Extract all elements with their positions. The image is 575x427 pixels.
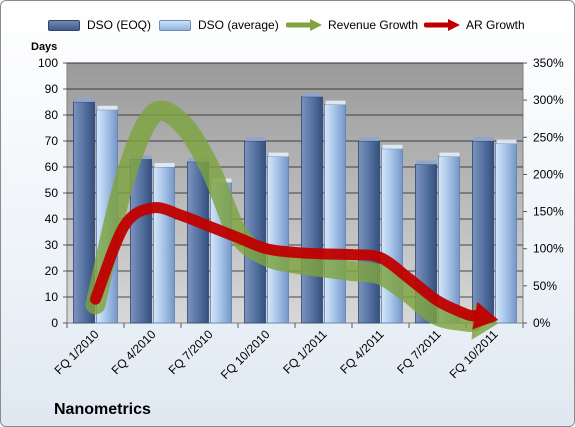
y-tick-label: 50: [45, 186, 59, 200]
bar-top: [268, 152, 289, 157]
legend-item-dso-eoq: DSO (EOQ): [48, 15, 151, 35]
bar-top: [74, 98, 95, 102]
bar-top: [97, 105, 118, 110]
x-tick-label: FQ 4/2011: [337, 327, 387, 377]
y-tick-label: 90: [45, 82, 59, 96]
x-tick-label: FQ 7/2010: [166, 327, 216, 377]
bar-top: [416, 160, 437, 165]
bar-dso-eoq: [187, 161, 209, 324]
legend-arrow-ar-growth: [424, 19, 460, 31]
bar-dso-eoq: [301, 96, 323, 324]
y-tick-label: 0: [51, 316, 58, 330]
legend-item-revenue-growth: Revenue Growth: [286, 15, 418, 35]
bar-top: [382, 144, 403, 149]
chart-legend: DSO (EOQ) DSO (average) Revenue Growth A…: [1, 15, 574, 35]
bar-top: [359, 137, 380, 141]
revenue-growth-line: [85, 100, 483, 333]
y-tick-label: 20: [45, 264, 59, 278]
legend-swatch-dso-eoq: [48, 19, 80, 31]
x-tick-label: FQ 1/2010: [52, 327, 102, 377]
y-tick-label: 10: [45, 290, 59, 304]
legend-label-dso-eoq: DSO (EOQ): [87, 18, 152, 32]
bar-top: [496, 139, 517, 144]
y2-tick-label: 150%: [533, 205, 564, 219]
y2-tick-label: 300%: [533, 93, 564, 107]
bar-top: [325, 100, 346, 105]
bar-dso-average: [267, 156, 289, 324]
x-tick-label: FQ 10/2010: [218, 327, 273, 382]
y2-tick-label: 250%: [533, 130, 564, 144]
bar-dso-average: [153, 166, 175, 324]
legend-swatch-dso-average: [159, 19, 191, 31]
bar-dso-eoq: [358, 140, 380, 324]
y-tick-label: 70: [45, 134, 59, 148]
legend-item-dso-average: DSO (average): [159, 15, 279, 35]
legend-label-ar-growth: AR Growth: [466, 18, 525, 32]
bar-top: [302, 92, 323, 97]
y-tick-label: 60: [45, 160, 59, 174]
y2-tick-label: 0%: [533, 316, 551, 330]
company-name: Nanometrics: [54, 401, 151, 418]
bar-top: [473, 137, 494, 141]
y-tick-label: 30: [45, 238, 59, 252]
bar-dso-eoq: [472, 140, 494, 324]
y2-tick-label: 50%: [533, 279, 557, 293]
legend-label-revenue-growth: Revenue Growth: [328, 18, 419, 32]
bar-dso-average: [495, 143, 517, 324]
x-tick-label: FQ 1/2011: [280, 327, 330, 377]
legend-arrow-revenue-growth: [286, 19, 322, 31]
x-tick-label: FQ 7/2011: [394, 327, 444, 377]
bar-top: [439, 152, 460, 157]
y2-tick-label: 200%: [533, 167, 564, 181]
y-tick-label: 40: [45, 212, 59, 226]
x-tick-label: FQ 4/2010: [109, 327, 159, 377]
y2-tick-label: 100%: [533, 242, 564, 256]
bar-top: [154, 163, 175, 167]
bar-top: [245, 137, 266, 141]
y2-tick-label: 350%: [533, 56, 564, 70]
ar-growth-arrowhead: [472, 301, 499, 330]
ar-growth-line: [90, 202, 481, 322]
y-axis-title: Days: [31, 41, 58, 53]
y-tick-label: 80: [45, 108, 59, 122]
bar-dso-average: [324, 104, 346, 324]
y-tick-label: 100: [38, 56, 58, 70]
legend-item-ar-growth: AR Growth: [424, 15, 525, 35]
legend-label-dso-average: DSO (average): [198, 18, 279, 32]
